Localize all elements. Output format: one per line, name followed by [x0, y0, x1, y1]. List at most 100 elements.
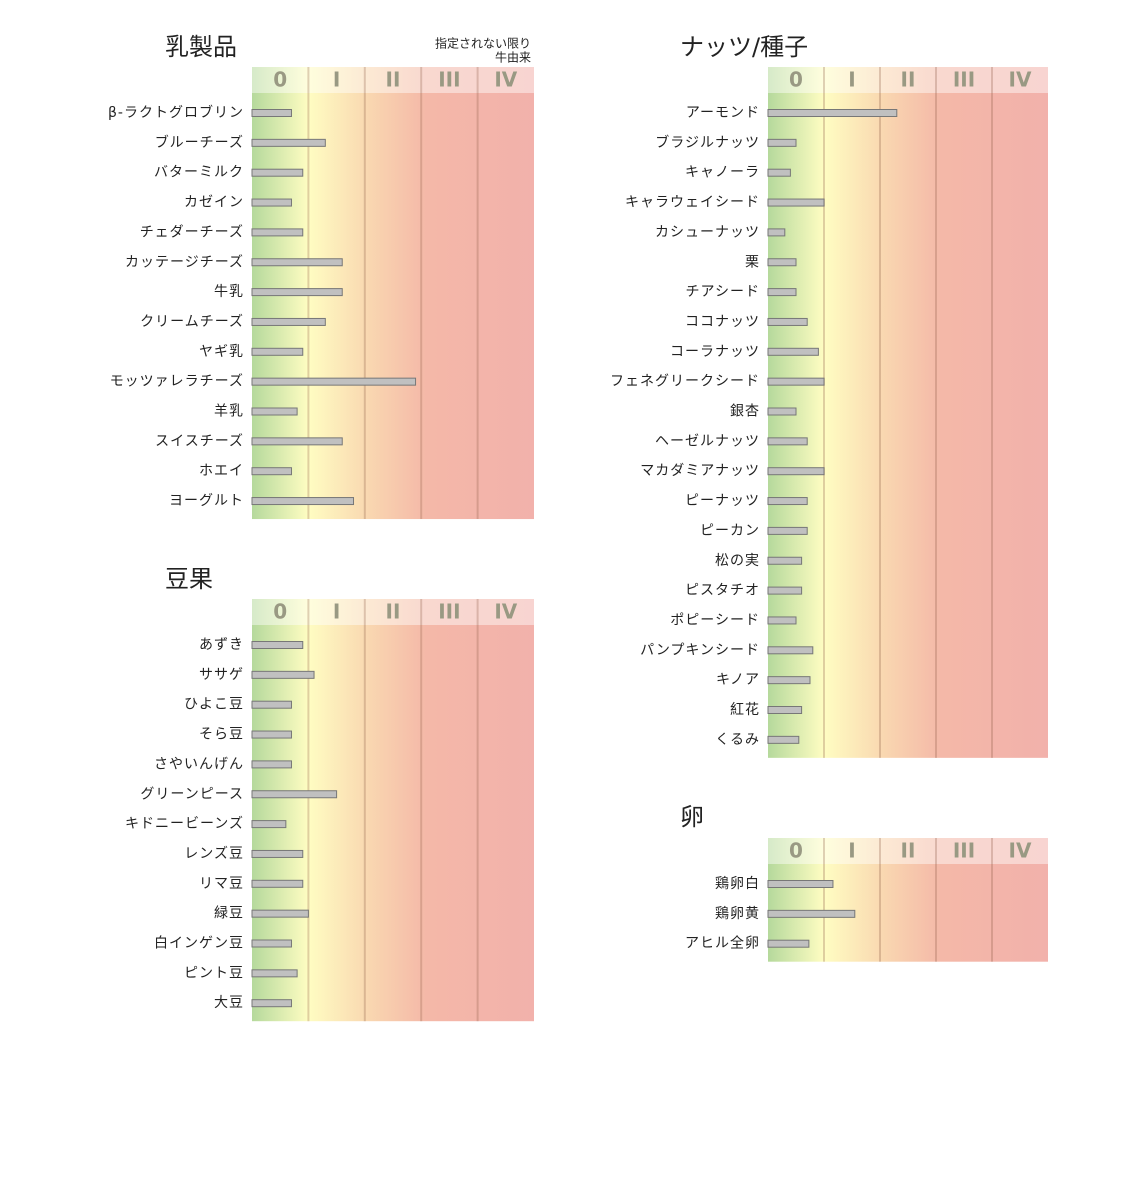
category-label: 白インゲン豆	[154, 936, 244, 952]
bar	[767, 168, 791, 177]
category-label: そら豆	[199, 727, 244, 743]
chart-title: 卵	[680, 803, 704, 831]
x-tick-label: IV	[494, 68, 517, 92]
category-label: アーモンド	[686, 105, 760, 121]
bar	[767, 258, 797, 267]
category-label: ココナッツ	[685, 314, 760, 330]
bar	[767, 646, 814, 655]
bar	[767, 939, 810, 948]
class-background	[252, 599, 534, 1022]
x-tick-label: III	[953, 68, 975, 92]
bar	[767, 288, 797, 297]
x-tick-label: I	[333, 600, 340, 624]
bar	[767, 706, 803, 714]
bar	[251, 437, 343, 446]
x-tick-label: 0	[789, 68, 803, 92]
bar	[251, 288, 343, 297]
category-label: くるみ	[715, 732, 760, 748]
x-tick-label: II	[901, 839, 916, 863]
class-background	[768, 67, 1048, 758]
bar	[251, 909, 309, 918]
category-label: グリーンピース	[140, 786, 244, 802]
bar	[251, 198, 292, 207]
category-label: リマ豆	[199, 876, 244, 892]
bar	[251, 467, 292, 476]
bar	[767, 556, 803, 565]
category-label: モッツァレラチーズ	[110, 374, 244, 390]
bar	[251, 670, 315, 679]
bar	[251, 849, 304, 858]
bar	[251, 641, 304, 649]
category-label: キノア	[716, 672, 760, 688]
bar	[767, 198, 825, 207]
bar	[251, 497, 355, 506]
bar	[251, 879, 304, 888]
bar	[767, 616, 797, 625]
category-label: 松の実	[715, 553, 760, 569]
category-label: 紅花	[730, 702, 760, 718]
x-tick-label: I	[333, 68, 340, 92]
category-label: ブラジルナッツ	[655, 134, 760, 151]
category-label: キャラウェイシード	[625, 195, 760, 211]
category-label: 羊乳	[214, 404, 244, 420]
bar	[767, 437, 808, 446]
bar	[251, 347, 304, 356]
category-label: ピーナッツ	[685, 493, 760, 509]
bar	[251, 760, 292, 769]
category-label: ピーカン	[700, 523, 760, 539]
category-label: 大豆	[214, 995, 244, 1011]
category-label: チアシード	[686, 284, 760, 300]
category-label: クリームチーズ	[140, 314, 244, 330]
x-tick-label: III	[438, 600, 460, 624]
x-tick-label: III	[438, 68, 460, 92]
category-label: キャノーラ	[685, 165, 760, 181]
category-label: バターミルク	[154, 165, 244, 181]
bar	[767, 347, 819, 356]
bar	[251, 700, 292, 709]
category-label: カシューナッツ	[655, 224, 760, 240]
bar	[251, 317, 326, 326]
category-label: ヨーグルト	[169, 493, 244, 509]
category-label: スイスチーズ	[155, 433, 244, 449]
x-tick-label: I	[848, 839, 855, 863]
x-tick-label: 0	[789, 839, 803, 863]
bar	[251, 407, 298, 416]
category-label: 鶏卵白	[715, 876, 760, 892]
x-tick-label: IV	[1009, 68, 1032, 92]
category-label: 銀杏	[730, 404, 760, 420]
x-tick-label: II	[901, 68, 916, 92]
bar	[767, 526, 808, 535]
header-band	[768, 838, 1048, 864]
bar	[251, 109, 292, 117]
bar	[251, 969, 298, 978]
category-label: フェネグリークシード	[610, 374, 760, 390]
x-tick-label: I	[848, 68, 855, 92]
chart-title: 豆果	[165, 565, 213, 593]
x-tick-label: II	[386, 68, 401, 92]
category-label: レンズ豆	[184, 846, 244, 862]
bar	[767, 676, 811, 685]
bar	[251, 377, 417, 386]
bar	[767, 467, 825, 476]
category-label: 鶏卵黄	[715, 905, 760, 922]
category-label: 緑豆	[214, 906, 244, 922]
bar	[251, 168, 304, 177]
category-label: キドニービーンズ	[125, 816, 244, 832]
bar	[767, 497, 808, 506]
category-label: ササゲ	[199, 667, 244, 683]
category-label: 牛乳	[214, 284, 244, 300]
bar	[251, 730, 292, 739]
bar	[767, 377, 825, 386]
category-label: マカダミアナッツ	[640, 463, 760, 479]
bar	[767, 735, 800, 744]
bar	[767, 586, 803, 595]
category-label: ホエイ	[199, 463, 244, 479]
chart-title: 乳製品	[165, 33, 237, 61]
category-label: ひよこ豆	[184, 697, 244, 713]
category-label: ヤギ乳	[199, 344, 244, 360]
bar	[251, 790, 338, 799]
x-tick-label: III	[953, 839, 975, 863]
category-label: コーラナッツ	[670, 344, 760, 360]
bar	[767, 138, 797, 147]
